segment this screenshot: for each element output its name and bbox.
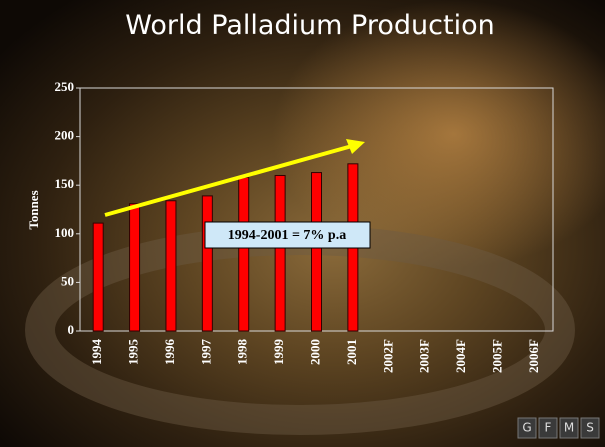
chart-title: World Palladium Production [125, 10, 494, 41]
x-tick-label: 2006F [526, 339, 541, 373]
x-tick-label: 2004F [453, 339, 468, 373]
bar [92, 222, 104, 332]
x-tick-label: 1997 [198, 339, 213, 366]
trend-arrow [104, 144, 353, 217]
logo-box [559, 417, 579, 439]
x-tick-label: 2003F [417, 339, 432, 373]
x-tick-label: 2002F [380, 339, 395, 373]
bar [201, 195, 213, 332]
y-tick-label: 50 [61, 273, 74, 288]
x-tick-label: 1994 [89, 339, 104, 366]
logo-box [538, 417, 558, 439]
annotation: 1994-2001 = 7% p.a [228, 228, 346, 243]
bar [165, 200, 177, 332]
y-axis-label: Tonnes [26, 190, 41, 229]
x-tick-label: 1999 [271, 339, 286, 366]
y-tick-label: 250 [55, 79, 75, 94]
bar [311, 172, 322, 332]
logo-letter: F [545, 421, 552, 435]
y-tick-label: 0 [68, 322, 75, 337]
x-tick-label: 1998 [235, 339, 250, 366]
bar [238, 176, 250, 332]
y-tick-label: 100 [55, 225, 75, 240]
bar [274, 174, 286, 332]
x-tick-label: 1996 [162, 339, 177, 366]
y-tick-label: 150 [55, 176, 75, 191]
logo-letter: S [586, 421, 594, 435]
x-tick-label: 2000 [307, 339, 322, 365]
logo-box [517, 417, 537, 439]
trend-arrowhead [346, 139, 365, 154]
annotation-box [204, 221, 371, 249]
y-tick-label: 200 [55, 128, 75, 143]
x-tick-label: 2005F [489, 339, 504, 373]
logo-box [580, 417, 600, 439]
x-tick-label: 1995 [126, 339, 141, 366]
bar [129, 203, 141, 332]
logo-letter: M [564, 421, 574, 435]
logo-letter: G [522, 421, 531, 435]
x-tick-label: 2001 [344, 339, 359, 365]
